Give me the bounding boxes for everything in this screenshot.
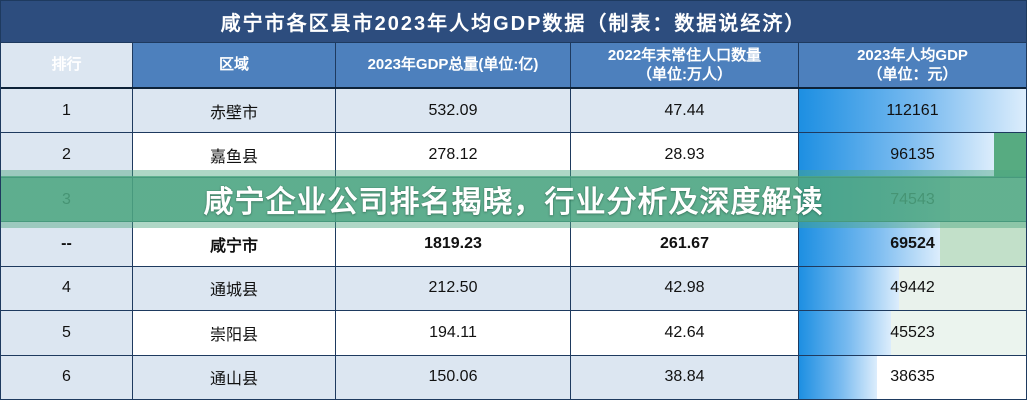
per-capita-gdp-cell: 49442 [799,266,1026,311]
per-capita-gdp-cell: 69524 [799,222,1026,266]
population-cell: 42.98 [571,266,799,311]
per-capita-gdp-cell: 96135 [799,133,1026,177]
watermark-banner: 咸宁企业公司排名揭晓，行业分析及深度解读 [1,170,1026,228]
region-cell: 赤壁市 [133,89,336,133]
region-cell-value: 通山县 [209,371,258,389]
rank-cell-value: 1 [62,101,71,119]
region-cell-value: 通城县 [209,282,258,300]
per-capita-gdp-bar [799,222,940,266]
table-row: 4 通城县 212.50 42.98 49442 [1,266,1026,312]
population-cell: 261.67 [571,222,799,266]
table-row: -- 咸宁市 1819.23 261.67 69524 [1,222,1026,267]
rank-cell: 1 [1,89,133,133]
column-header-2: 2023年GDP总量(单位:亿) [336,43,571,87]
gdp-total-cell: 212.50 [336,266,571,311]
region-cell-value: 嘉鱼县 [209,149,258,167]
rank-cell-value: 5 [62,323,71,341]
region-cell-value: 崇阳县 [209,326,258,344]
rank-cell: 2 [1,133,133,177]
gdp-total-cell-value: 194.11 [429,323,477,341]
table-header-row: 排行 区域 2023年GDP总量(单位:亿) 2022年末常住人口数量 （单位:万人） 2… [1,43,1026,89]
gdp-total-cell: 194.11 [336,311,571,355]
population-cell-value: 47.44 [664,101,705,119]
population-cell-value: 38.84 [664,368,705,386]
gdp-total-cell: 1819.23 [336,222,571,266]
per-capita-gdp-bar [799,266,900,311]
column-header-3: 2022年末常住人口数量 （单位:万人） [571,43,799,87]
rank-cell: 6 [1,355,133,399]
region-cell: 咸宁市 [133,222,336,266]
region-cell: 嘉鱼县 [133,133,336,177]
per-capita-gdp-cell-value: 49442 [890,279,935,297]
per-capita-gdp-cell: 45523 [799,311,1026,355]
rank-cell: 4 [1,266,133,311]
per-capita-gdp-cell-value: 96135 [890,146,935,164]
table-row: 6 通山县 150.06 38.84 38635 [1,355,1026,399]
per-capita-gdp-cell: 38635 [799,355,1026,399]
table-row: 1 赤壁市 532.09 47.44 112161 [1,89,1026,134]
region-cell: 通山县 [133,355,336,399]
table-row: 2 嘉鱼县 278.12 28.93 96135 [1,133,1026,178]
region-cell: 崇阳县 [133,311,336,355]
gdp-total-cell-value: 532.09 [428,101,478,119]
rank-cell-value: -- [61,234,72,252]
per-capita-gdp-cell-value: 38635 [890,368,935,386]
population-cell: 42.64 [571,311,799,355]
region-cell-value: 咸宁市 [209,237,258,255]
table-body: 1 赤壁市 532.09 47.44 112161 2 嘉鱼县 278.12 28.93 9613… [1,89,1026,399]
gdp-total-cell-value: 1819.23 [424,234,482,252]
column-header-4: 2023年人均GDP （单位：元） [857,46,968,84]
rank-cell-value: 6 [62,368,71,386]
gdp-total-cell: 278.12 [336,133,571,177]
per-capita-gdp-bar [799,133,994,177]
population-cell: 38.84 [571,355,799,399]
population-cell-value: 42.64 [664,323,705,341]
gdp-total-cell-value: 150.06 [428,368,478,386]
per-capita-gdp-cell: 112161 [799,89,1026,133]
rank-cell: 5 [1,311,133,355]
per-capita-gdp-cell-value: 69524 [890,234,935,252]
watermark-banner-text: 咸宁企业公司排名揭晓，行业分析及深度解读 [203,186,824,219]
per-capita-gdp-cell-value: 112161 [886,101,939,119]
gdp-total-cell: 532.09 [336,89,571,133]
gdp-total-cell: 150.06 [336,355,571,399]
per-capita-gdp-bar [799,311,892,355]
rank-cell-value: 4 [62,279,71,297]
population-cell: 47.44 [571,89,799,133]
region-cell: 通城县 [133,266,336,311]
column-header-1: 区域 [133,43,336,87]
gdp-total-cell-value: 278.12 [428,146,478,164]
region-cell-value: 赤壁市 [209,104,258,122]
page-title: 咸宁市各区县市2023年人均GDP数据（制表：数据说经济） [1,1,1026,43]
per-capita-gdp-bar [799,89,1026,133]
per-capita-gdp-bar [799,355,878,399]
gdp-total-cell-value: 212.50 [428,279,478,297]
rank-cell: -- [1,222,133,266]
population-cell-value: 28.93 [664,146,705,164]
rank-cell-value: 2 [62,146,71,164]
per-capita-gdp-cell-value: 45523 [890,323,935,341]
table-row: 5 崇阳县 194.11 42.64 45523 [1,311,1026,356]
population-cell-value: 261.67 [660,234,709,252]
population-cell: 28.93 [571,133,799,177]
column-header-0: 排行 [1,43,133,87]
population-cell-value: 42.98 [664,279,705,297]
